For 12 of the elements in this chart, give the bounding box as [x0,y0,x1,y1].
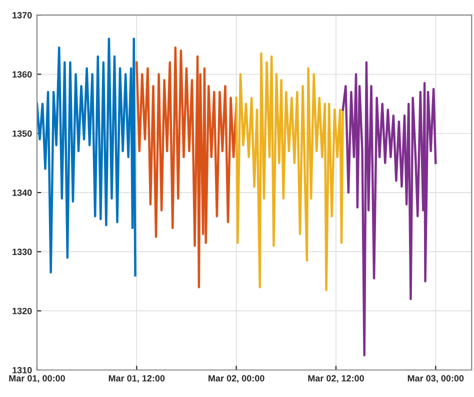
y-tick-label: 1360 [12,71,32,78]
x-tick-label: Mar 01, 00:00 [9,375,65,383]
y-tick-label: 1350 [12,130,32,137]
x-tick-label: Mar 02, 00:00 [208,375,264,383]
y-tick-label: 1340 [12,190,32,196]
y-tick-label: 1310 [12,366,32,374]
y-tick-label: 1320 [12,308,32,314]
y-tick-label: 1330 [12,248,32,256]
x-tick-label: Mar 02, 12:00 [308,375,364,383]
x-tick-label: Mar 01, 12:00 [108,375,165,383]
y-tick-label: 1370 [12,12,32,18]
x-tick-label: Mar 03, 00:00 [408,375,464,383]
